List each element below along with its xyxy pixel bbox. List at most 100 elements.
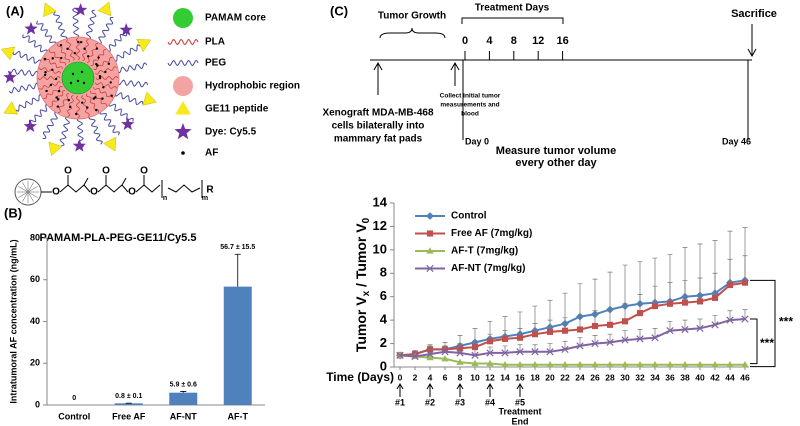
af-dot	[104, 70, 107, 74]
y-tick-label: 10	[373, 241, 387, 256]
marker	[546, 328, 554, 335]
x-tick-label: 20	[545, 372, 555, 382]
marker	[441, 355, 449, 362]
marker	[546, 361, 554, 368]
marker	[636, 335, 644, 343]
y-axis-label-part: / Tumor V	[353, 223, 369, 291]
peg-chain	[108, 102, 134, 122]
x-tick-label: 44	[725, 372, 735, 382]
error-bar	[622, 330, 628, 341]
marker	[576, 342, 584, 350]
label: #2	[425, 397, 435, 407]
marker	[546, 348, 554, 356]
label: #1	[395, 397, 405, 407]
marker	[621, 361, 629, 368]
legend-icon	[167, 38, 199, 46]
marker	[711, 294, 719, 301]
pla-chain	[95, 82, 117, 89]
peg-chain	[42, 112, 58, 139]
pla-chain	[57, 93, 70, 113]
label: (C)	[330, 3, 348, 18]
peg-chain	[113, 44, 141, 62]
label: AF	[205, 148, 218, 159]
error-bar	[712, 315, 718, 325]
label: every other day	[515, 157, 597, 169]
label: Sacrifice	[731, 8, 777, 20]
af-dot	[55, 96, 58, 99]
dendrimer	[27, 186, 38, 193]
af-dot	[95, 62, 98, 66]
marker	[471, 351, 479, 359]
error-bar	[697, 277, 703, 302]
error-bar	[727, 310, 733, 321]
marker	[696, 298, 704, 305]
x-tick-label: 8	[458, 372, 463, 382]
label: ***	[760, 336, 774, 350]
marker	[396, 351, 404, 359]
y-tick-label: 6	[380, 288, 387, 303]
marker	[501, 335, 509, 342]
x-tick-label: 40	[695, 372, 705, 382]
marker	[606, 321, 614, 328]
y-axis-label-part: x	[361, 290, 372, 296]
label: End	[512, 416, 529, 426]
x-tick-label: 46	[740, 372, 750, 382]
dendrimer	[18, 191, 29, 198]
ge11-peptide	[3, 101, 19, 115]
pla-chain	[90, 90, 107, 107]
marker	[426, 264, 434, 273]
error-bar	[712, 272, 718, 298]
label: Dye: Cy5.5	[205, 127, 257, 138]
af-dot	[71, 72, 75, 76]
marker	[696, 324, 704, 332]
pla-chain	[43, 57, 63, 70]
af-dot	[44, 71, 47, 74]
marker	[591, 361, 599, 368]
x-tick-label: 14	[500, 372, 510, 382]
label: #5	[515, 397, 525, 407]
y-tick-label: 40	[30, 316, 40, 326]
marker	[531, 348, 539, 356]
af-dot	[49, 83, 53, 87]
y-tick-label: 14	[373, 194, 388, 209]
error-bar	[682, 319, 688, 330]
legend-icon	[173, 76, 193, 96]
x-tick-label: 2	[413, 372, 418, 382]
peg-chain	[53, 11, 68, 41]
label: Xenograft MDA-MB-468	[322, 108, 434, 119]
marker	[561, 361, 569, 368]
peg-chain	[116, 62, 148, 74]
pla-chain	[86, 43, 99, 63]
arrow	[450, 61, 460, 86]
af-dot	[66, 47, 69, 51]
marker	[456, 349, 464, 357]
af-dot	[82, 81, 86, 85]
error-bar	[697, 318, 703, 329]
peg-chain	[114, 92, 144, 106]
error-bar	[607, 271, 613, 310]
x-tick-label: 12	[485, 372, 495, 382]
marker	[666, 300, 674, 307]
x-tick-label: 32	[635, 372, 645, 382]
error-bar	[742, 309, 748, 319]
significance-bracket	[750, 279, 776, 368]
x-tick-label: 22	[560, 372, 570, 382]
peg-chain	[15, 94, 43, 112]
ge11-peptide	[0, 46, 16, 61]
marker	[576, 361, 584, 368]
af-dot	[51, 68, 54, 71]
y-tick-label: 80	[30, 232, 40, 242]
marker	[561, 345, 569, 354]
af-dot	[79, 40, 83, 44]
marker	[741, 279, 749, 286]
label: O	[52, 187, 60, 198]
label: Day 0	[465, 136, 489, 146]
y-axis-label: Tumor Vx / Tumor V0	[353, 217, 372, 352]
dendrimer	[22, 182, 29, 193]
error-bar	[502, 345, 508, 353]
marker	[486, 349, 494, 357]
x-tick-label: 34	[650, 372, 660, 382]
marker	[426, 353, 434, 361]
label: cells bilaterally into	[332, 121, 425, 132]
peg-chain	[117, 79, 149, 88]
